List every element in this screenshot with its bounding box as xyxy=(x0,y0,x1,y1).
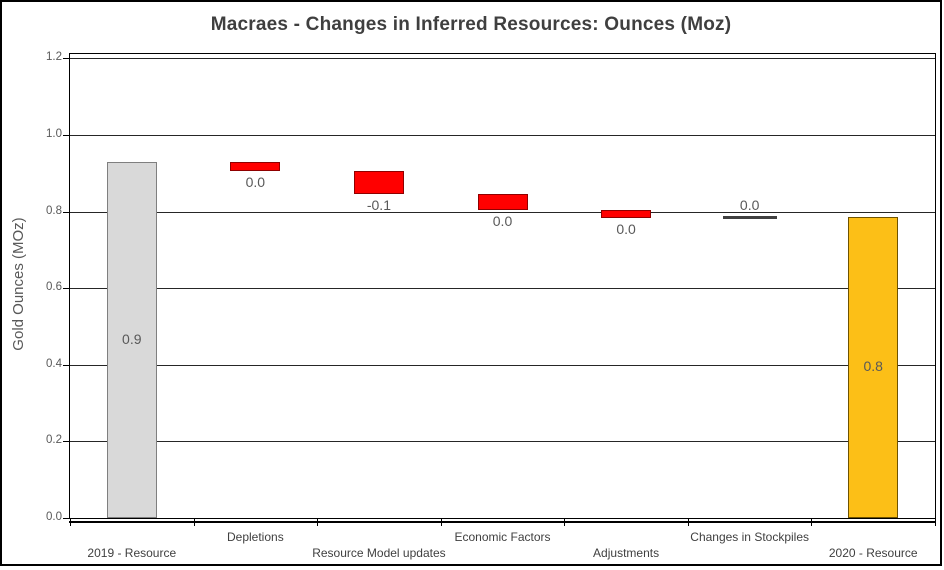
y-axis-tick xyxy=(63,288,69,290)
x-category-label-adjustments: Adjustments xyxy=(593,546,660,560)
x-axis-line xyxy=(69,521,936,523)
bar-2019-resource xyxy=(106,161,157,518)
x-category-label-economic-factors: Economic Factors xyxy=(454,530,551,544)
x-category-label-2020-resource: 2020 - Resource xyxy=(828,546,918,560)
y-tick-label: 0.6 xyxy=(46,281,62,294)
gridline-1.2 xyxy=(70,58,935,60)
plot-area: 0.9 0.0 -0.1 0.0 0.0 0.0 0.8 xyxy=(69,53,936,519)
bar-value-label-2019-resource: 0.9 xyxy=(122,330,142,347)
x-axis-tick xyxy=(935,519,936,526)
y-tick-label: 0.8 xyxy=(46,204,62,217)
x-category-label-depletions: Depletions xyxy=(226,530,284,544)
y-tick-label: 0.2 xyxy=(46,434,62,447)
y-tick-label: 1.0 xyxy=(46,128,62,140)
y-axis-tick xyxy=(63,364,69,366)
zero-change-marker-changes-in-stockpiles xyxy=(722,215,777,219)
y-axis-tick xyxy=(63,135,69,136)
gridline-0.8 xyxy=(70,211,935,213)
chart-title: Macraes - Changes in Inferred Resources:… xyxy=(210,14,732,35)
y-axis-tick xyxy=(63,211,69,213)
bar-value-label-resource-model-updates: -0.1 xyxy=(366,197,391,214)
y-axis-tick xyxy=(63,441,69,443)
bar-value-label-changes-in-stockpiles: 0.0 xyxy=(739,196,760,213)
x-category-label-2019-resource: 2019 - Resource xyxy=(87,546,177,560)
y-axis-tick xyxy=(63,58,69,60)
gridline-0.2 xyxy=(70,441,935,443)
y-tick-label: 1.2 xyxy=(46,51,62,64)
y-axis-tick xyxy=(63,518,69,519)
bar-depletions xyxy=(230,161,281,172)
x-category-label-resource-model-updates: Resource Model updates xyxy=(312,546,446,560)
bar-2020-resource xyxy=(848,216,899,518)
x-axis-tick xyxy=(811,519,813,526)
bar-value-label-2020-resource: 0.8 xyxy=(863,358,883,375)
gridline-0.6 xyxy=(70,288,935,290)
x-category-label-changes-in-stockpiles: Changes in Stockpiles xyxy=(690,530,810,544)
gridline-1.0 xyxy=(70,135,935,136)
x-axis-tick xyxy=(440,519,442,526)
bar-value-label-adjustments: 0.0 xyxy=(616,221,636,238)
bar-resource-model-updates xyxy=(353,171,404,195)
x-axis-tick xyxy=(193,519,195,526)
bar-adjustments xyxy=(601,209,652,219)
bar-value-label-economic-factors: 0.0 xyxy=(492,212,513,229)
x-axis-tick xyxy=(687,519,689,526)
bar-economic-factors xyxy=(477,194,528,210)
x-axis-tick xyxy=(564,519,566,526)
x-axis-tick xyxy=(70,519,71,526)
y-tick-label: 0.4 xyxy=(46,357,62,370)
x-axis-tick xyxy=(317,519,319,526)
y-tick-label: 0.0 xyxy=(46,511,62,523)
bar-value-label-depletions: 0.0 xyxy=(245,174,266,191)
gridline-0.4 xyxy=(70,364,935,366)
